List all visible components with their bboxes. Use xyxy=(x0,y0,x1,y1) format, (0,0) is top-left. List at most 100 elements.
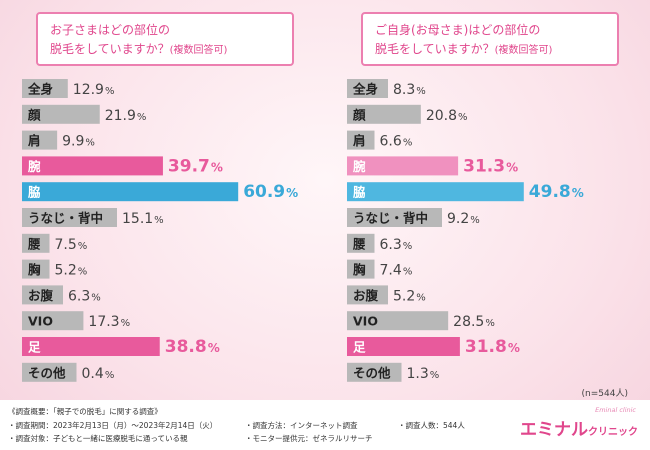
right-value-unit-0: % xyxy=(416,86,426,97)
logo-sub-text: クリニック xyxy=(588,427,638,438)
right-value-unit-4: % xyxy=(572,186,584,200)
right-value-unit-8: % xyxy=(416,292,426,303)
right-value-0: 8.3 xyxy=(393,82,415,98)
right-value-unit-1: % xyxy=(458,112,468,123)
right-bar-8 xyxy=(347,285,388,305)
left-bar-label-11: その他 xyxy=(28,365,66,380)
right-value-unit-5: % xyxy=(470,215,480,226)
right-bar-1 xyxy=(347,104,421,124)
right-value-1: 20.8 xyxy=(426,108,457,124)
right-bar-chart: 全身 8.3 % 顔 20.8 % 肩 6.6 % 腕 31.3 % 脇 49.8 % うなじ・背中 9.2 % 腰… xyxy=(347,79,584,382)
left-value-unit-2: % xyxy=(85,138,95,149)
survey-period: ・調査期間：2023年2月13日（月）～2023年2月14日（火） xyxy=(8,421,218,430)
right-bar-label-5: うなじ・背中 xyxy=(353,211,428,226)
left-bar-4 xyxy=(22,182,239,202)
right-bar-4 xyxy=(347,182,524,202)
right-value-unit-7: % xyxy=(403,267,413,278)
right-value-7: 7.4 xyxy=(380,263,402,279)
left-bar-label-5: うなじ・背中 xyxy=(28,211,103,226)
left-value-2: 9.9 xyxy=(62,134,84,150)
left-bar-8 xyxy=(22,285,63,305)
right-value-2: 6.6 xyxy=(380,134,402,150)
right-bar-label-11: その他 xyxy=(353,365,391,380)
left-value-1: 21.9 xyxy=(105,108,136,124)
left-bar-1 xyxy=(22,104,100,124)
left-chart-title-box: お子さまはどの部位の 脱毛をしていますか？(複数回答可) xyxy=(36,12,294,66)
left-value-10: 38.8 xyxy=(165,337,207,357)
left-bar-label-7: 胸 xyxy=(28,262,41,277)
left-value-unit-1: % xyxy=(137,112,147,123)
left-bar-label-6: 腰 xyxy=(27,236,41,251)
left-chart-title-line1: お子さまはどの部位の xyxy=(50,23,171,37)
logo-tagline: Eminal clinic xyxy=(595,406,636,414)
right-bar-label-9: VIO xyxy=(353,314,378,329)
left-value-unit-10: % xyxy=(208,341,220,355)
left-bar-0 xyxy=(22,79,68,98)
right-chart-panel: ご自身(お母さま)はどの部位の 脱毛をしていますか？(複数回答可) 全身 8.3%… xyxy=(325,0,650,390)
left-chart-title-line2: 脱毛をしていますか？(複数回答可) xyxy=(50,42,228,56)
left-bar-label-4: 脇 xyxy=(28,185,41,200)
left-value-6: 7.5 xyxy=(55,237,77,253)
eminal-clinic-logo: Eminal clinic エミナルクリニック xyxy=(520,406,638,440)
left-bar-3 xyxy=(22,156,163,176)
right-value-unit-9: % xyxy=(485,318,495,329)
left-chart-panel: お子さまはどの部位の 脱毛をしていますか？(複数回答可) 全身 12.9% 顔 21.… xyxy=(0,0,325,390)
right-chart-title-line2: 脱毛をしていますか？(複数回答可) xyxy=(375,42,553,56)
left-bar-label-0: 全身 xyxy=(27,82,54,97)
right-bar-9 xyxy=(347,311,449,331)
right-bar-label-7: 胸 xyxy=(353,262,366,277)
right-value-unit-2: % xyxy=(403,138,413,149)
right-value-unit-11: % xyxy=(430,370,440,381)
left-bar-label-3: 腕 xyxy=(28,159,41,174)
right-value-10: 31.8 xyxy=(465,337,507,357)
right-bar-6 xyxy=(347,233,375,253)
left-bar-7 xyxy=(22,259,50,279)
left-bar-9 xyxy=(22,311,84,331)
right-value-3: 31.3 xyxy=(463,156,505,176)
right-bar-label-3: 腕 xyxy=(353,159,366,174)
left-bar-label-9: VIO xyxy=(28,314,53,329)
survey-summary: 《調査概要：「親子での脱毛」に関する調査》 xyxy=(8,407,162,416)
left-value-unit-4: % xyxy=(286,186,298,200)
right-value-unit-6: % xyxy=(403,241,413,252)
right-bar-10 xyxy=(347,337,460,356)
survey-monitor: ・モニター提供元：ゼネラルリサーチ xyxy=(245,434,373,443)
left-value-unit-7: % xyxy=(78,267,88,278)
survey-footer: 《調査概要：「親子での脱毛」に関する調査》 ・調査期間：2023年2月13日（月… xyxy=(0,400,650,450)
right-value-11: 1.3 xyxy=(407,366,429,382)
right-value-6: 6.3 xyxy=(380,237,402,253)
left-bar-label-1: 顔 xyxy=(27,107,41,122)
left-value-unit-6: % xyxy=(78,241,88,252)
left-bar-11 xyxy=(22,362,77,382)
left-value-11: 0.4 xyxy=(82,366,104,382)
left-bar-label-2: 肩 xyxy=(28,133,41,148)
left-bar-5 xyxy=(22,208,117,227)
survey-target: ・調査対象：子どもと一緒に医療脱毛に通っている親 xyxy=(8,434,188,443)
left-value-0: 12.9 xyxy=(73,82,104,98)
left-bar-label-8: お腹 xyxy=(28,288,54,303)
right-bar-3 xyxy=(347,156,459,176)
left-bar-10 xyxy=(22,337,160,356)
right-bar-label-10: 足 xyxy=(353,340,366,355)
left-bar-chart: 全身 12.9 % 顔 21.9 % 肩 9.9 % 腕 39.7 % 脇 60.9 % うなじ・背中 15.1… xyxy=(22,79,298,382)
logo-main-text: エミナル xyxy=(520,420,588,440)
right-value-4: 49.8 xyxy=(529,182,571,202)
left-value-8: 6.3 xyxy=(68,288,90,304)
right-chart-title-box: ご自身(お母さま)はどの部位の 脱毛をしていますか？(複数回答可) xyxy=(361,12,619,66)
right-bar-11 xyxy=(347,362,402,382)
left-value-unit-3: % xyxy=(211,160,223,174)
right-bar-label-6: 腰 xyxy=(352,236,366,251)
left-value-unit-11: % xyxy=(105,370,115,381)
left-value-9: 17.3 xyxy=(88,314,119,330)
left-chart-title-note: (複数回答可) xyxy=(169,45,228,56)
right-bar-label-0: 全身 xyxy=(352,82,379,97)
left-value-3: 39.7 xyxy=(168,156,210,176)
right-bar-label-4: 脇 xyxy=(353,185,366,200)
left-value-5: 15.1 xyxy=(122,211,153,227)
left-value-unit-5: % xyxy=(154,215,164,226)
left-value-unit-9: % xyxy=(121,318,131,329)
right-value-unit-10: % xyxy=(508,341,520,355)
sample-size-note: (n=544人) xyxy=(581,389,628,399)
right-bar-label-8: お腹 xyxy=(353,288,379,303)
right-bar-0 xyxy=(347,79,388,98)
